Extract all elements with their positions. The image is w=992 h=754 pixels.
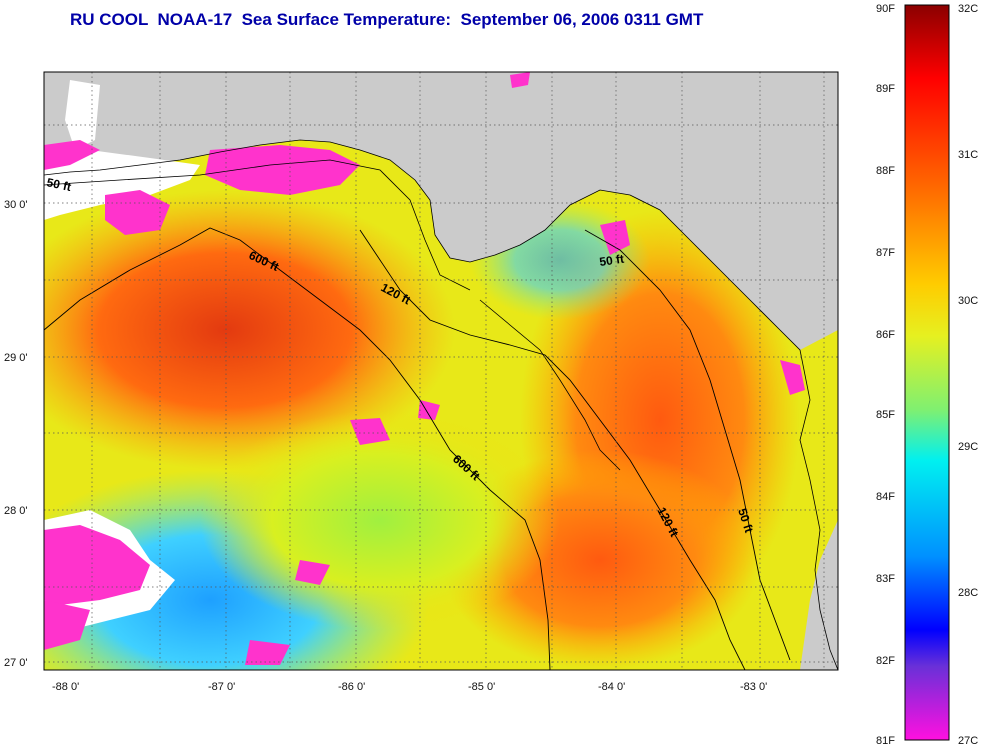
isobath-120ft-texture <box>479 299 621 471</box>
colorbar-c-label: 31C <box>958 149 978 161</box>
map-field <box>44 72 838 670</box>
lat-lon-grid <box>44 72 838 670</box>
colorbar-c-label: 29C <box>958 441 978 453</box>
cloud-patch <box>295 560 330 585</box>
colorbar-f-label: 81F <box>876 735 895 747</box>
colorbar-f-label: 86F <box>876 329 895 341</box>
colorbar-f-label: 88F <box>876 165 895 177</box>
cloud-patch <box>44 140 100 170</box>
cloud-patch <box>44 525 150 605</box>
colorbar-f-label: 85F <box>876 409 895 421</box>
lat-tick-label: 30 0' <box>4 199 28 211</box>
latitude-axis: 30 0' 29 0' 28 0' 27 0' <box>4 199 28 669</box>
colorbar-scale <box>904 4 950 741</box>
cloud-patch <box>205 145 360 195</box>
colorbar-c-label: 32C <box>958 3 978 15</box>
land-north <box>44 72 838 350</box>
colorbar-f-label: 89F <box>876 83 895 95</box>
lat-tick-label: 28 0' <box>4 505 28 517</box>
contour-label: 50 ft <box>45 175 72 194</box>
lon-tick-label: -83 0' <box>740 681 767 693</box>
coastline <box>44 139 838 670</box>
nodata-patch-bay <box>65 80 100 150</box>
cloud-patch <box>780 360 805 395</box>
colorbar-f-label: 82F <box>876 655 895 667</box>
lon-tick-label: -88 0' <box>52 681 79 693</box>
lon-tick-label: -87 0' <box>208 681 235 693</box>
colorbar-f-label: 83F <box>876 573 895 585</box>
cloud-patch <box>350 418 390 445</box>
lat-tick-label: 27 0' <box>4 657 28 669</box>
isobath-50ft-west <box>44 159 471 291</box>
colorbar-f-label: 87F <box>876 247 895 259</box>
cloud-patch <box>600 220 630 255</box>
nodata-patch-nw <box>44 150 200 220</box>
colorbar-f-label: 84F <box>876 491 895 503</box>
cloud-patch <box>44 600 90 650</box>
warm-region-west <box>44 190 455 470</box>
colorbar-c-label: 27C <box>958 735 978 747</box>
colorbar-f-label: 90F <box>876 3 895 15</box>
map-frame <box>43 71 839 671</box>
contour-label: 50 ft <box>598 252 624 269</box>
lon-tick-label: -84 0' <box>598 681 625 693</box>
lat-tick-label: 29 0' <box>4 352 28 364</box>
cloud-patch <box>245 640 290 665</box>
longitude-axis: -88 0' -87 0' -86 0' -85 0' -84 0' -83 0… <box>52 681 767 693</box>
lon-tick-label: -86 0' <box>338 681 365 693</box>
cloud-patch <box>510 72 530 88</box>
isobath-50ft-east <box>584 229 791 661</box>
lon-tick-label: -85 0' <box>468 681 495 693</box>
map-title: RU COOL NOAA-17 Sea Surface Temperature:… <box>70 10 704 29</box>
colorbar-c-label: 30C <box>958 295 978 307</box>
isobath-600ft <box>44 227 551 670</box>
colorbar-c-label: 28C <box>958 587 978 599</box>
cloud-patch <box>105 190 170 235</box>
